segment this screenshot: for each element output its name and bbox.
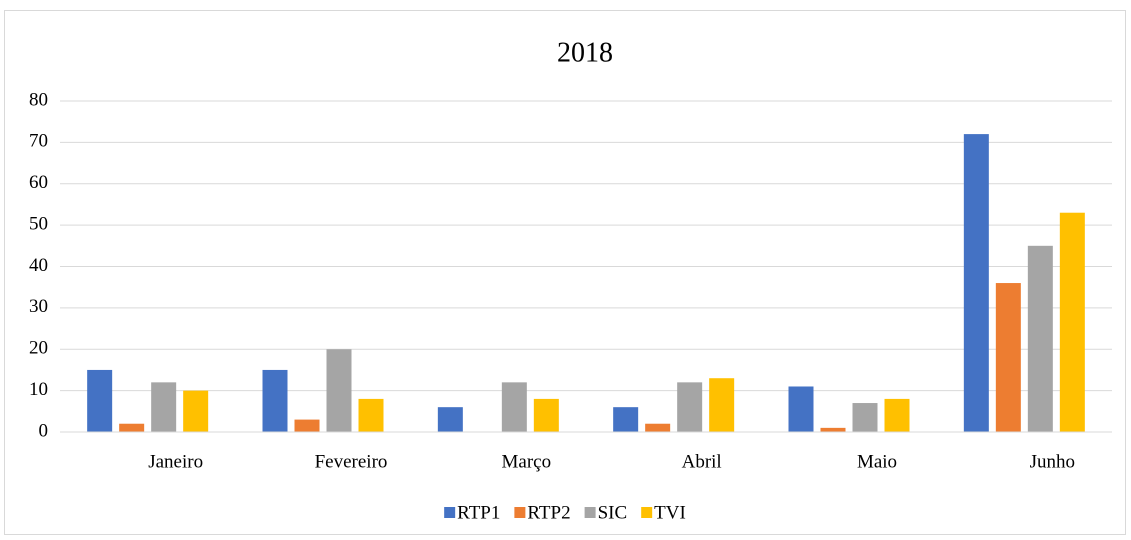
bar — [709, 378, 735, 432]
y-tick-label: 70 — [29, 131, 48, 152]
bar — [501, 382, 527, 432]
bar — [437, 407, 463, 432]
bar — [358, 398, 384, 432]
bar — [963, 134, 989, 432]
bar — [613, 407, 639, 432]
legend-swatch — [641, 507, 653, 518]
x-tick-label: Abril — [682, 451, 722, 472]
bar — [645, 423, 671, 432]
bar — [1059, 212, 1085, 432]
bar — [1027, 245, 1053, 432]
bar — [995, 283, 1021, 432]
x-tick-label: Fevereiro — [315, 451, 388, 472]
y-tick-label: 50 — [29, 213, 48, 234]
legend-swatch — [584, 507, 596, 518]
y-tick-label: 40 — [29, 255, 48, 276]
bar — [677, 382, 703, 432]
y-tick-label: 20 — [29, 338, 48, 359]
bar — [87, 369, 113, 432]
x-tick-label: Janeiro — [148, 451, 203, 472]
bar — [326, 349, 352, 432]
bar — [788, 386, 814, 432]
legend-swatch — [444, 507, 456, 518]
chart-border — [4, 10, 1126, 535]
bar — [884, 398, 910, 432]
bar — [151, 382, 177, 432]
bar — [183, 390, 209, 432]
legend-label: SIC — [598, 502, 628, 523]
bar — [262, 369, 288, 432]
y-tick-label: 0 — [39, 420, 49, 441]
legend-label: RTP2 — [527, 502, 570, 523]
y-tick-label: 60 — [29, 172, 48, 193]
bar — [294, 419, 320, 432]
x-tick-label: Maio — [857, 451, 897, 472]
bar — [119, 423, 145, 432]
legend-swatch — [514, 507, 526, 518]
legend-label: TVI — [654, 502, 686, 523]
x-tick-label: Junho — [1030, 451, 1075, 472]
bar — [852, 403, 878, 432]
bar — [533, 398, 559, 432]
legend-label: RTP1 — [457, 502, 500, 523]
y-tick-label: 80 — [29, 89, 48, 110]
y-tick-label: 30 — [29, 296, 48, 317]
bar — [820, 427, 846, 432]
chart-title: 2018 — [557, 37, 613, 68]
x-tick-label: Março — [502, 451, 552, 472]
y-tick-label: 10 — [29, 379, 48, 400]
